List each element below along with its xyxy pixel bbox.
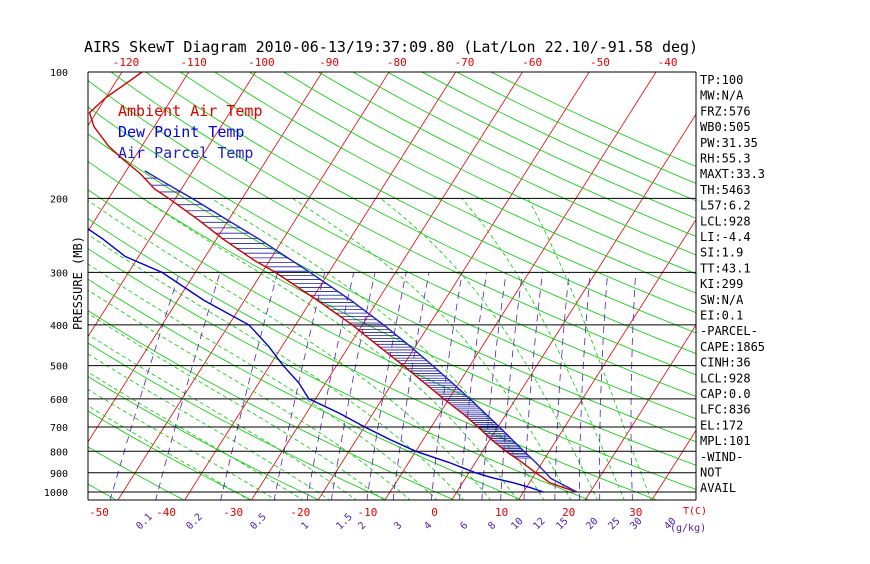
pressure-tick-label: 200	[50, 194, 68, 205]
stability-index-label: CAP:0.0	[700, 387, 751, 401]
top-temp-tick-label: -90	[319, 56, 339, 69]
pressure-tick-label: 900	[50, 469, 68, 480]
pressure-tick-label: 700	[50, 423, 68, 434]
pressure-tick-label: 300	[50, 268, 68, 279]
stability-index-label: CAPE:1865	[700, 340, 765, 354]
bottom-temp-tick-label: -10	[357, 506, 377, 519]
stability-index-label: TP:100	[700, 73, 743, 87]
bottom-temp-tick-label: -30	[223, 506, 243, 519]
top-temp-tick-label: -80	[387, 56, 407, 69]
top-temp-tick-label: -120	[113, 56, 140, 69]
bottom-temp-tick-label: -20	[290, 506, 310, 519]
stability-index-label: LFC:836	[700, 403, 751, 417]
stability-index-label: WB0:505	[700, 120, 751, 134]
y-axis-label: PRESSURE (MB)	[71, 236, 85, 330]
legend-entry: Dew Point Temp	[118, 123, 244, 141]
stability-index-label: MPL:101	[700, 434, 751, 448]
temp-unit-label: T(C)	[683, 506, 707, 517]
bottom-temp-tick-label: -50	[89, 506, 109, 519]
legend-entry: Ambient Air Temp	[118, 102, 263, 120]
pressure-tick-label: 100	[50, 68, 68, 79]
pressure-tick-label: 500	[50, 362, 68, 373]
stability-index-label: NOT	[700, 466, 722, 480]
stability-index-label: MAXT:33.3	[700, 167, 765, 181]
pressure-tick-label: 1000	[44, 488, 68, 499]
stability-index-label: LCL:928	[700, 214, 751, 228]
bottom-temp-tick-label: 10	[495, 506, 508, 519]
top-temp-tick-label: -40	[658, 56, 678, 69]
stability-index-label: -WIND-	[700, 450, 743, 464]
chart-title: AIRS SkewT Diagram 2010-06-13/19:37:09.8…	[84, 38, 698, 56]
stability-index-label: -PARCEL-	[700, 324, 758, 338]
top-temp-tick-label: -100	[248, 56, 275, 69]
top-temp-tick-label: -110	[180, 56, 207, 69]
stability-index-label: SW:N/A	[700, 293, 744, 307]
stability-index-label: L57:6.2	[700, 199, 751, 213]
bottom-temp-tick-label: 0	[431, 506, 438, 519]
stability-index-label: TH:5463	[700, 183, 751, 197]
stability-index-label: RH:55.3	[700, 152, 751, 166]
legend: Ambient Air Temp Dew Point Temp Air Parcel…	[118, 102, 263, 162]
pressure-tick-label: 800	[50, 447, 68, 458]
pressure-tick-label: 400	[50, 321, 68, 332]
stability-index-label: LCL:928	[700, 371, 751, 385]
top-temp-tick-label: -60	[522, 56, 542, 69]
stability-index-label: PW:31.35	[700, 136, 758, 150]
bottom-temp-tick-label: -40	[156, 506, 176, 519]
top-temp-tick-label: -50	[590, 56, 610, 69]
stability-index-label: KI:299	[700, 277, 743, 291]
stability-index-label: MW:N/A	[700, 89, 744, 103]
stability-index-label: EI:0.1	[700, 309, 743, 323]
stability-index-label: AVAIL	[700, 481, 736, 495]
stability-index-label: LI:-4.4	[700, 230, 751, 244]
stability-index-label: FRZ:576	[700, 104, 751, 118]
stability-index-label: TT:43.1	[700, 261, 751, 275]
top-temp-tick-label: -70	[455, 56, 475, 69]
stability-index-label: EL:172	[700, 418, 743, 432]
stability-index-label: CINH:36	[700, 356, 751, 370]
legend-entry: Air Parcel Temp	[118, 144, 253, 162]
stability-index-label: SI:1.9	[700, 246, 743, 260]
pressure-tick-label: 600	[50, 395, 68, 406]
